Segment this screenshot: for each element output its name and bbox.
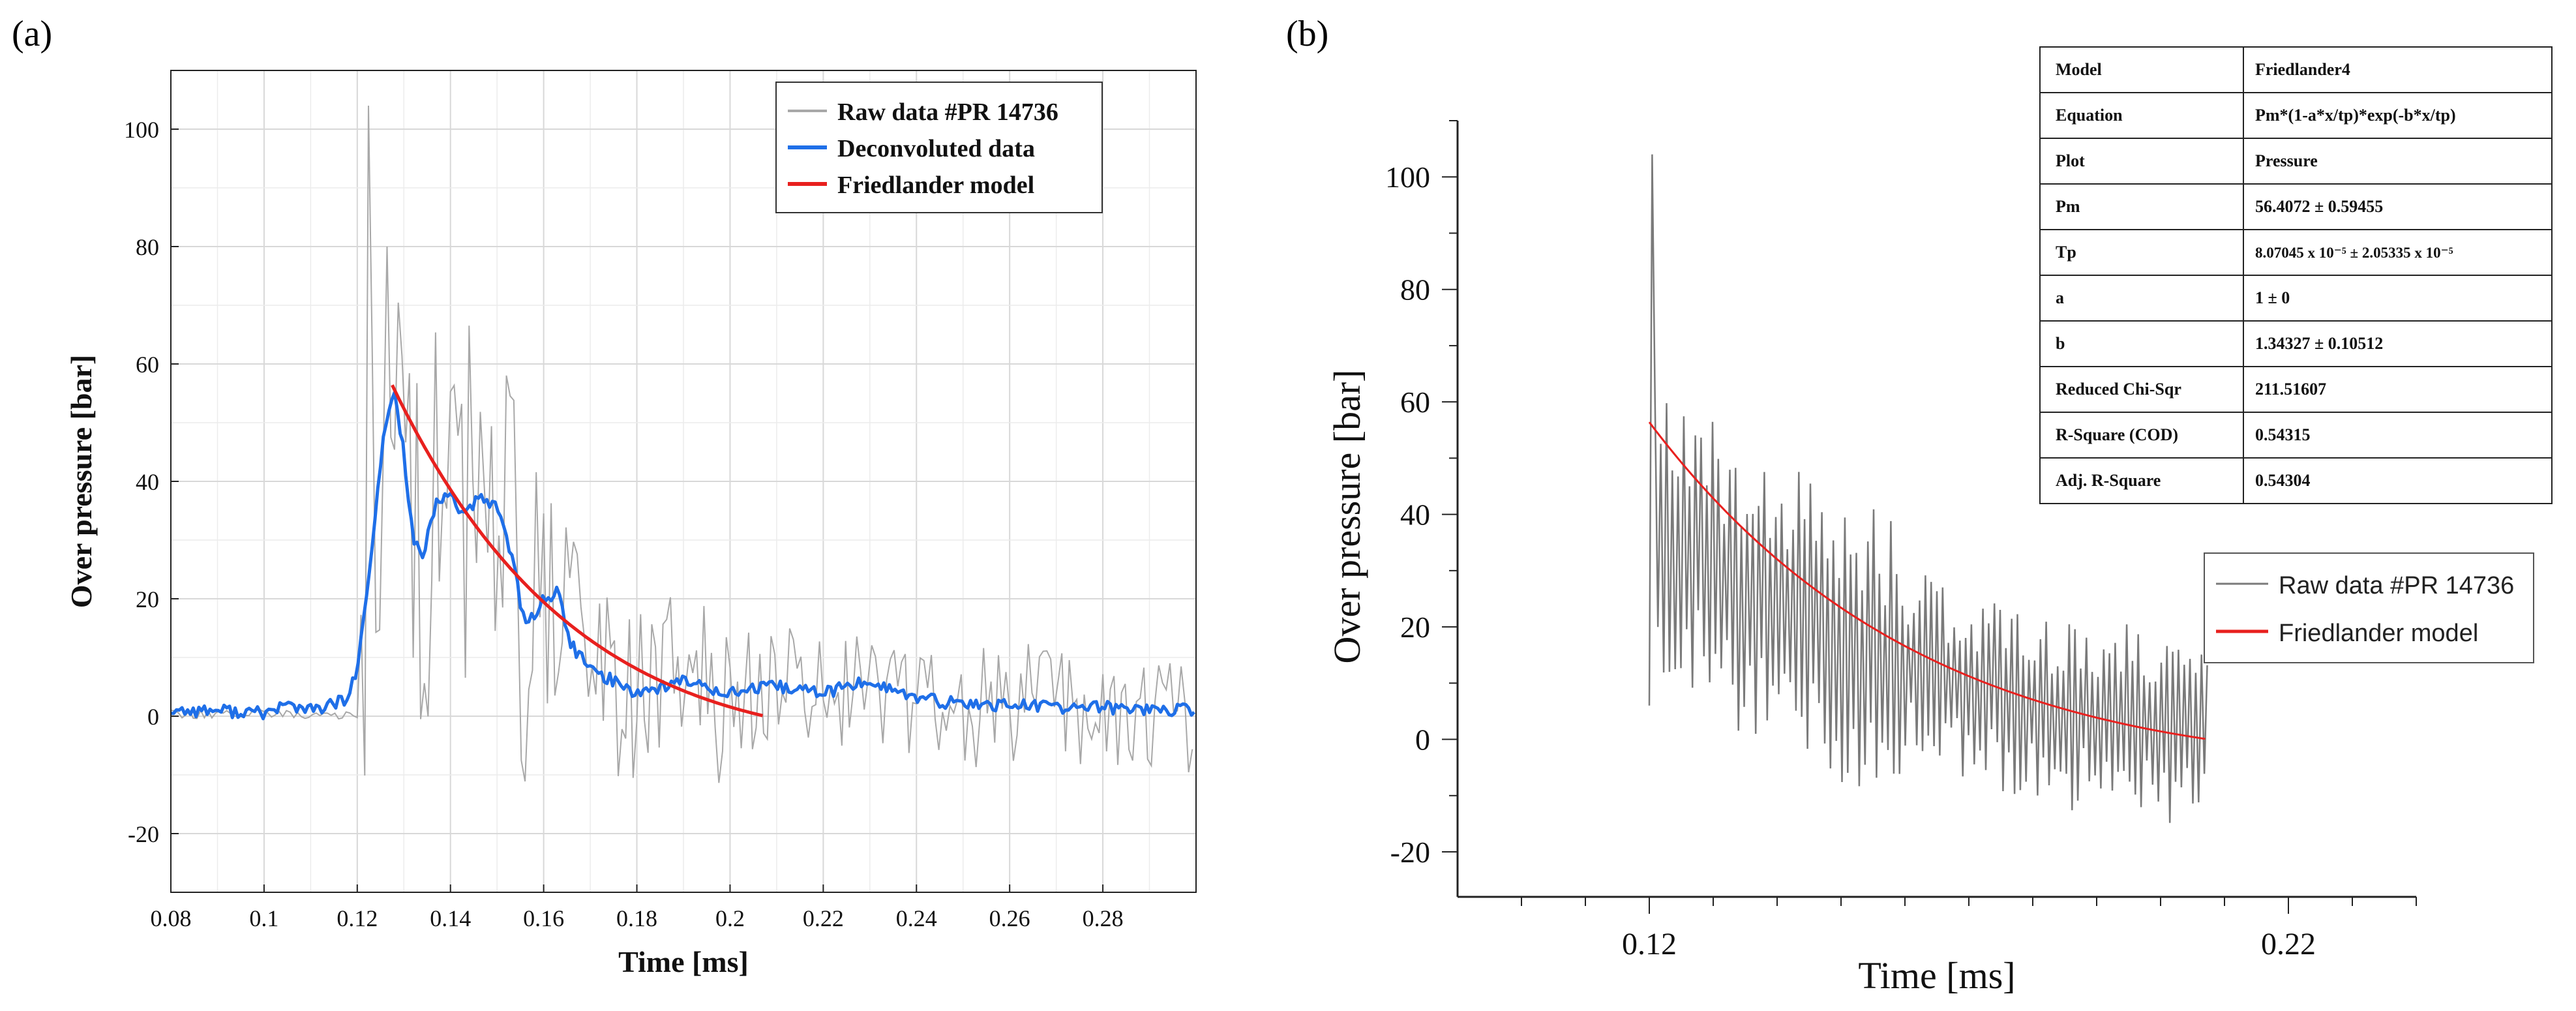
panel-a-x-tick-label: 0.2 <box>715 905 745 931</box>
panel-b-raw-data-series <box>1648 154 2208 823</box>
panel-a-y-tick-label: 100 <box>124 117 159 143</box>
panel-a-x-tick-label: 0.18 <box>616 905 657 931</box>
panel-b-y-axis-label: Over pressure [bar] <box>1326 370 1368 664</box>
fit-table-value-pm: 56.4072 ± 0.59455 <box>2255 197 2383 216</box>
panel-a-label: (a) <box>12 14 52 54</box>
panel-b-x-ticks: 0.12 0.22 <box>1521 897 2417 961</box>
panel-a-x-tick-label: 0.28 <box>1083 905 1124 931</box>
panel-b-y-tick-label: 100 <box>1385 160 1430 194</box>
panel-b-y-tick-label: -20 <box>1390 836 1430 869</box>
panel-a-friedlander-series <box>391 384 764 717</box>
panel-a-deconvoluted-series <box>170 391 1195 721</box>
fit-table-label-pm: Pm <box>2056 197 2080 216</box>
panel-b-legend-label-raw: Raw data #PR 14736 <box>2279 572 2514 599</box>
panel-a-y-axis-label: Over pressure [bar] <box>65 355 98 608</box>
panel-a-x-tick-label: 0.08 <box>151 905 192 931</box>
panel-a-y-tick-label: 80 <box>136 234 159 260</box>
panel-a-x-tick-label: 0.22 <box>803 905 844 931</box>
fit-table-label-plot: Plot <box>2056 151 2085 170</box>
panel-a-raw-data-line <box>170 105 1193 783</box>
panel-a-deconvoluted-line <box>170 391 1195 721</box>
panel-a-y-tick-label: 20 <box>136 586 159 612</box>
panel-a-x-axis-label: Time [ms] <box>618 945 749 978</box>
panel-a-legend-label-fit: Friedlander model <box>837 172 1034 199</box>
fit-table-value-tp: 8.07045 x 10⁻⁵ ± 2.05335 x 10⁻⁵ <box>2255 245 2453 261</box>
panel-a-x-tick-label: 0.26 <box>989 905 1030 931</box>
panel-a-legend: Raw data #PR 14736 Deconvoluted data Fri… <box>775 82 1103 213</box>
panel-b-y-tick-label: 0 <box>1415 723 1430 757</box>
panel-b-label: (b) <box>1286 14 1328 54</box>
panel-b-y-tick-label: 40 <box>1400 498 1430 532</box>
fit-table-value-r2: 0.54315 <box>2255 425 2311 444</box>
fit-table-label-a: a <box>2056 288 2064 307</box>
panel-a-x-tick-label: 0.24 <box>896 905 937 931</box>
fit-table-label-tp: Tp <box>2056 243 2076 262</box>
fit-table: Model Friedlander4 Equation Pm*(1-a*x/tp… <box>2039 46 2553 504</box>
panel-a-x-tick-label: 0.16 <box>523 905 564 931</box>
panel-b: (b) 0.12 0.22 -20 0 20 40 60 80 100 Time [ms] O… <box>1286 14 2553 997</box>
fit-table-label-equation: Equation <box>2056 106 2123 125</box>
fit-table-value-plot: Pressure <box>2255 151 2318 170</box>
fit-table-label-model: Model <box>2056 60 2102 79</box>
panel-a-x-tick-label: 0.1 <box>249 905 278 931</box>
panel-b-friedlander-series <box>1648 421 2206 740</box>
fit-table-value-adj-r2: 0.54304 <box>2255 471 2311 490</box>
fit-table-value-b: 1.34327 ± 0.10512 <box>2255 334 2383 353</box>
panel-a-y-tick-label: 40 <box>136 469 159 495</box>
panel-b-y-tick-label: 20 <box>1400 611 1430 644</box>
fit-table-label-b: b <box>2056 334 2065 353</box>
panel-a-x-tick-label: 0.12 <box>337 905 378 931</box>
panel-a-y-tick-label: -20 <box>128 821 159 847</box>
panel-a-x-ticks: 0.08 0.1 0.12 0.14 0.16 0.18 0.2 0.22 0.24 0.26 0.… <box>151 884 1124 931</box>
fit-table-label-adj-r2: Adj. R-Square <box>2056 471 2161 490</box>
panel-a-y-tick-label: 60 <box>136 352 159 378</box>
panel-a-friedlander-line <box>391 384 764 717</box>
panel-b-x-tick-label: 0.12 <box>1622 927 1677 961</box>
fit-table-label-chi: Reduced Chi-Sqr <box>2056 380 2181 399</box>
fit-table-value-model: Friedlander4 <box>2255 60 2350 79</box>
panel-b-y-tick-label: 80 <box>1400 273 1430 307</box>
panel-b-legend: Raw data #PR 14736 Friedlander model <box>2204 552 2534 663</box>
panel-a-y-tick-label: 0 <box>147 704 159 730</box>
panel-b-friedlander-line <box>1648 421 2206 740</box>
panel-b-x-axis-label: Time [ms] <box>1858 954 2015 997</box>
fit-table-value-chi: 211.51607 <box>2255 380 2326 399</box>
panel-b-legend-label-fit: Friedlander model <box>2279 620 2478 647</box>
panel-b-legend-box <box>2204 552 2534 663</box>
panel-a: (a) 0.08 0.1 0.12 0.14 0.16 0.18 0.2 0.22 0.24 0.… <box>12 14 1197 978</box>
panel-b-y-ticks: -20 0 20 40 60 80 100 <box>1385 120 1458 869</box>
panel-a-x-tick-label: 0.14 <box>430 905 471 931</box>
fit-table-label-r2: R-Square (COD) <box>2056 425 2178 444</box>
panel-a-y-ticks: -20 0 20 40 60 80 100 <box>124 117 179 847</box>
panel-b-x-tick-label: 0.22 <box>2261 927 2316 961</box>
panel-b-raw-data-line <box>1648 154 2208 823</box>
panel-a-legend-label-decon: Deconvoluted data <box>837 135 1035 162</box>
panel-a-raw-data-series <box>170 105 1193 783</box>
fit-table-value-equation: Pm*(1-a*x/tp)*exp(-b*x/tp) <box>2255 106 2456 125</box>
panel-a-legend-box <box>775 82 1103 213</box>
fit-table-value-a: 1 ± 0 <box>2255 288 2290 307</box>
panel-a-legend-label-raw: Raw data #PR 14736 <box>837 98 1058 126</box>
panel-b-y-tick-label: 60 <box>1400 385 1430 419</box>
